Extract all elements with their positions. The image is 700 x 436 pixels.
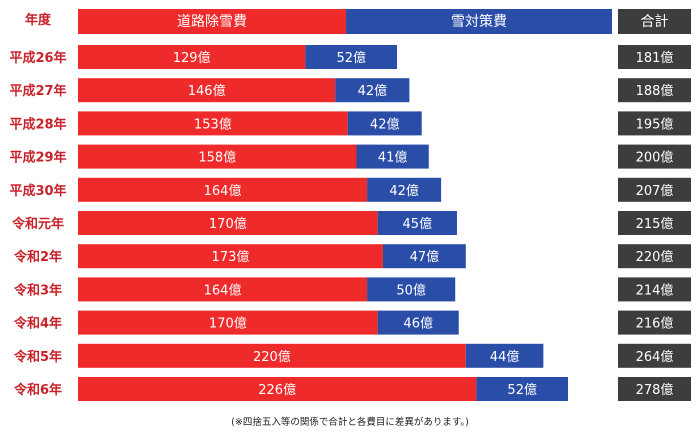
total-box	[618, 144, 691, 169]
snow-measures-value: 42億	[389, 183, 419, 199]
road-snow-removal-bar	[78, 211, 378, 235]
snow-measures-bar	[335, 78, 410, 103]
road-snow-removal-bar	[78, 177, 368, 202]
road-snow-removal-bar	[78, 144, 357, 169]
snow-measures-bar	[367, 277, 456, 302]
snow-measures-value: 44億	[490, 349, 520, 365]
road-snow-removal-value: 153億	[194, 116, 232, 132]
total-box	[618, 111, 691, 136]
road-snow-removal-bar	[78, 111, 348, 136]
total-value: 216億	[636, 316, 674, 332]
road-snow-removal-value: 146億	[188, 83, 226, 99]
snow-measures-header-box	[346, 9, 612, 34]
total-value: 181億	[636, 50, 674, 66]
total-column-header: 合計	[641, 14, 669, 30]
snow-measures-bar	[356, 144, 429, 169]
year-label: 平成26年	[9, 50, 66, 66]
snow-measures-bar	[347, 111, 422, 136]
year-column-header: 年度	[25, 12, 52, 28]
snow-measures-value: 52億	[507, 382, 537, 398]
total-box	[618, 177, 691, 202]
snow-measures-value: 46億	[403, 316, 433, 332]
road-snow-removal-header: 道路除雪費	[177, 14, 247, 30]
snow-measures-value: 42億	[358, 83, 388, 99]
total-value: 220億	[636, 249, 674, 265]
total-value: 188億	[636, 83, 674, 99]
snow-measures-bar	[465, 343, 544, 368]
year-label: 令和元年	[12, 216, 64, 232]
snow-measures-value: 42億	[370, 116, 400, 132]
total-box	[618, 343, 691, 368]
total-box	[618, 45, 691, 69]
year-label: 平成29年	[9, 150, 66, 166]
road-snow-removal-bar	[78, 377, 477, 401]
road-snow-removal-bar	[78, 343, 466, 368]
road-snow-removal-value: 170億	[209, 216, 247, 232]
road-snow-removal-bar	[78, 310, 378, 335]
road-snow-removal-bar	[78, 277, 368, 302]
snow-measures-bar	[476, 377, 569, 401]
total-value: 195億	[636, 116, 674, 132]
year-label: 令和6年	[14, 382, 62, 398]
total-box	[618, 377, 691, 401]
year-label: 平成28年	[9, 116, 66, 132]
total-value: 214億	[636, 282, 674, 298]
snow-measures-bar	[377, 310, 459, 335]
snow-measures-bar	[367, 177, 442, 202]
total-box	[618, 78, 691, 103]
year-label: 令和3年	[14, 282, 62, 298]
snow-measures-bar	[305, 45, 398, 69]
year-label: 令和2年	[14, 249, 62, 265]
road-snow-removal-value: 173億	[212, 249, 250, 265]
total-box	[618, 277, 691, 302]
road-snow-removal-bar	[78, 45, 306, 69]
total-value: 200億	[636, 150, 674, 166]
total-value: 207億	[636, 183, 674, 199]
total-box	[618, 211, 691, 235]
road-snow-removal-header-box	[78, 9, 346, 34]
snow-measures-header: 雪対策費	[451, 13, 507, 30]
snow-measures-bar	[382, 244, 466, 269]
year-label: 平成30年	[9, 183, 66, 199]
snow-measures-value: 45億	[403, 216, 433, 232]
snow-measures-value: 41億	[378, 150, 408, 166]
year-label: 令和4年	[14, 316, 62, 332]
total-value: 264億	[636, 349, 674, 365]
road-snow-removal-value: 220億	[253, 349, 291, 365]
road-snow-removal-value: 164億	[204, 183, 242, 199]
road-snow-removal-bar	[78, 244, 383, 269]
total-box	[618, 244, 691, 269]
total-box	[618, 310, 691, 335]
road-snow-removal-value: 170億	[209, 316, 247, 332]
road-snow-removal-value: 226億	[258, 382, 296, 398]
road-snow-removal-value: 129億	[173, 50, 211, 66]
snow-measures-value: 52億	[336, 50, 366, 66]
snow-measures-value: 50億	[396, 282, 426, 298]
total-header-box	[618, 9, 691, 34]
snow-measures-bar	[377, 211, 457, 235]
road-snow-removal-bar	[78, 78, 336, 103]
footnote: (※四捨五入等の関係で合計と各費目に差異があります。)	[231, 416, 469, 428]
year-label: 令和5年	[14, 349, 62, 365]
snow-measures-value: 47億	[410, 249, 440, 265]
total-value: 215億	[636, 216, 674, 232]
road-snow-removal-value: 164億	[204, 282, 242, 298]
road-snow-removal-value: 158億	[198, 150, 236, 166]
year-label: 平成27年	[9, 83, 66, 99]
total-value: 278億	[636, 382, 674, 398]
